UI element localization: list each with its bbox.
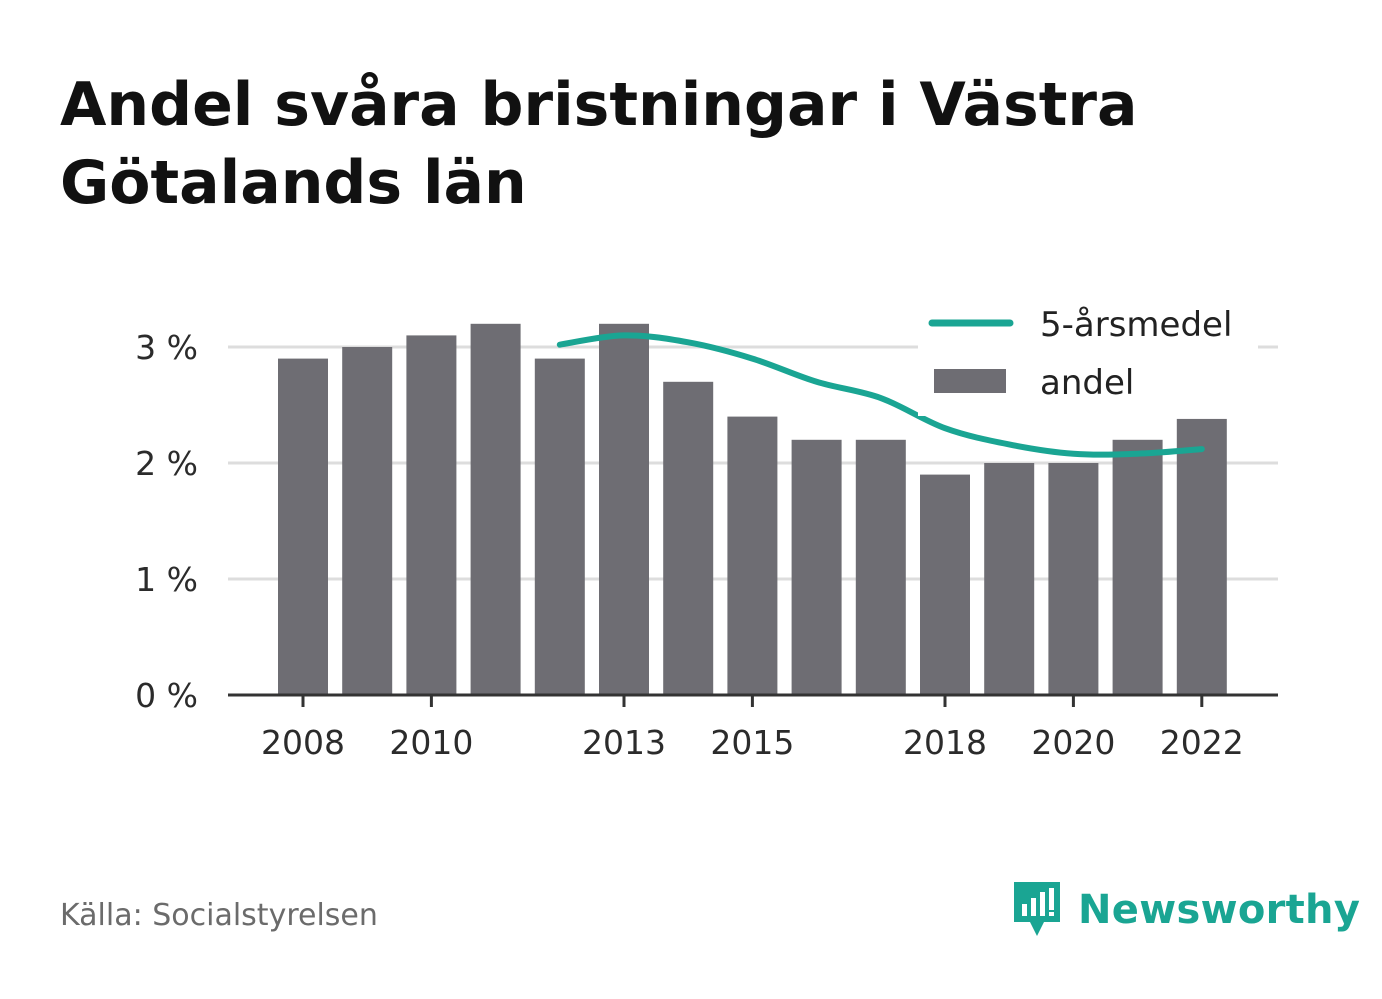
x-tick-label: 2020: [1031, 723, 1115, 762]
source-note: Källa: Socialstyrelsen: [60, 898, 378, 933]
bar: [534, 358, 585, 695]
bar: [342, 347, 393, 695]
bar: [663, 381, 714, 695]
legend-label-bars: andel: [1040, 363, 1134, 403]
chart-title: Andel svåra bristningar i Västra Götalan…: [60, 70, 1138, 218]
y-tick-label: 3 %: [135, 328, 198, 367]
y-tick-labels: 0 % 1 % 2 % 3 %: [135, 328, 198, 715]
bar: [1112, 439, 1163, 695]
legend-background: [918, 298, 1258, 416]
average-series-line: [556, 332, 1205, 458]
bar: [1176, 418, 1227, 695]
bar: [599, 323, 649, 695]
bar: [470, 323, 521, 695]
bar: [727, 416, 778, 695]
brand-name: Newsworthy: [1078, 887, 1361, 933]
legend: 5-årsmedel andel: [918, 298, 1258, 416]
x-tick-labels: 2008 2010 2013 2015 2018 2020 2022: [261, 723, 1244, 762]
bars: [278, 323, 1227, 695]
bar: [984, 463, 1035, 695]
bar: [855, 439, 906, 695]
bar: [920, 474, 970, 695]
y-tick-label: 2 %: [135, 444, 198, 483]
x-tick-label: 2018: [903, 723, 987, 762]
y-tick-label: 0 %: [135, 676, 198, 715]
legend-bar-swatch: [934, 369, 1006, 393]
bar: [406, 335, 457, 695]
x-tick-label: 2008: [261, 723, 345, 762]
newsworthy-logo-icon: [1014, 882, 1060, 936]
y-tick-label: 1 %: [135, 560, 198, 599]
x-tick-label: 2015: [710, 723, 794, 762]
legend-label-average: 5-årsmedel: [1040, 305, 1232, 345]
average-line: [556, 332, 1205, 458]
newsworthy-logo: Newsworthy: [1010, 878, 1360, 942]
x-tick-label: 2013: [582, 723, 666, 762]
x-tick-label: 2010: [389, 723, 473, 762]
bar: [278, 358, 328, 695]
x-tick-label: 2022: [1160, 723, 1244, 762]
bar: [791, 439, 842, 695]
x-axis: [228, 693, 1278, 707]
bar: [1048, 463, 1099, 695]
